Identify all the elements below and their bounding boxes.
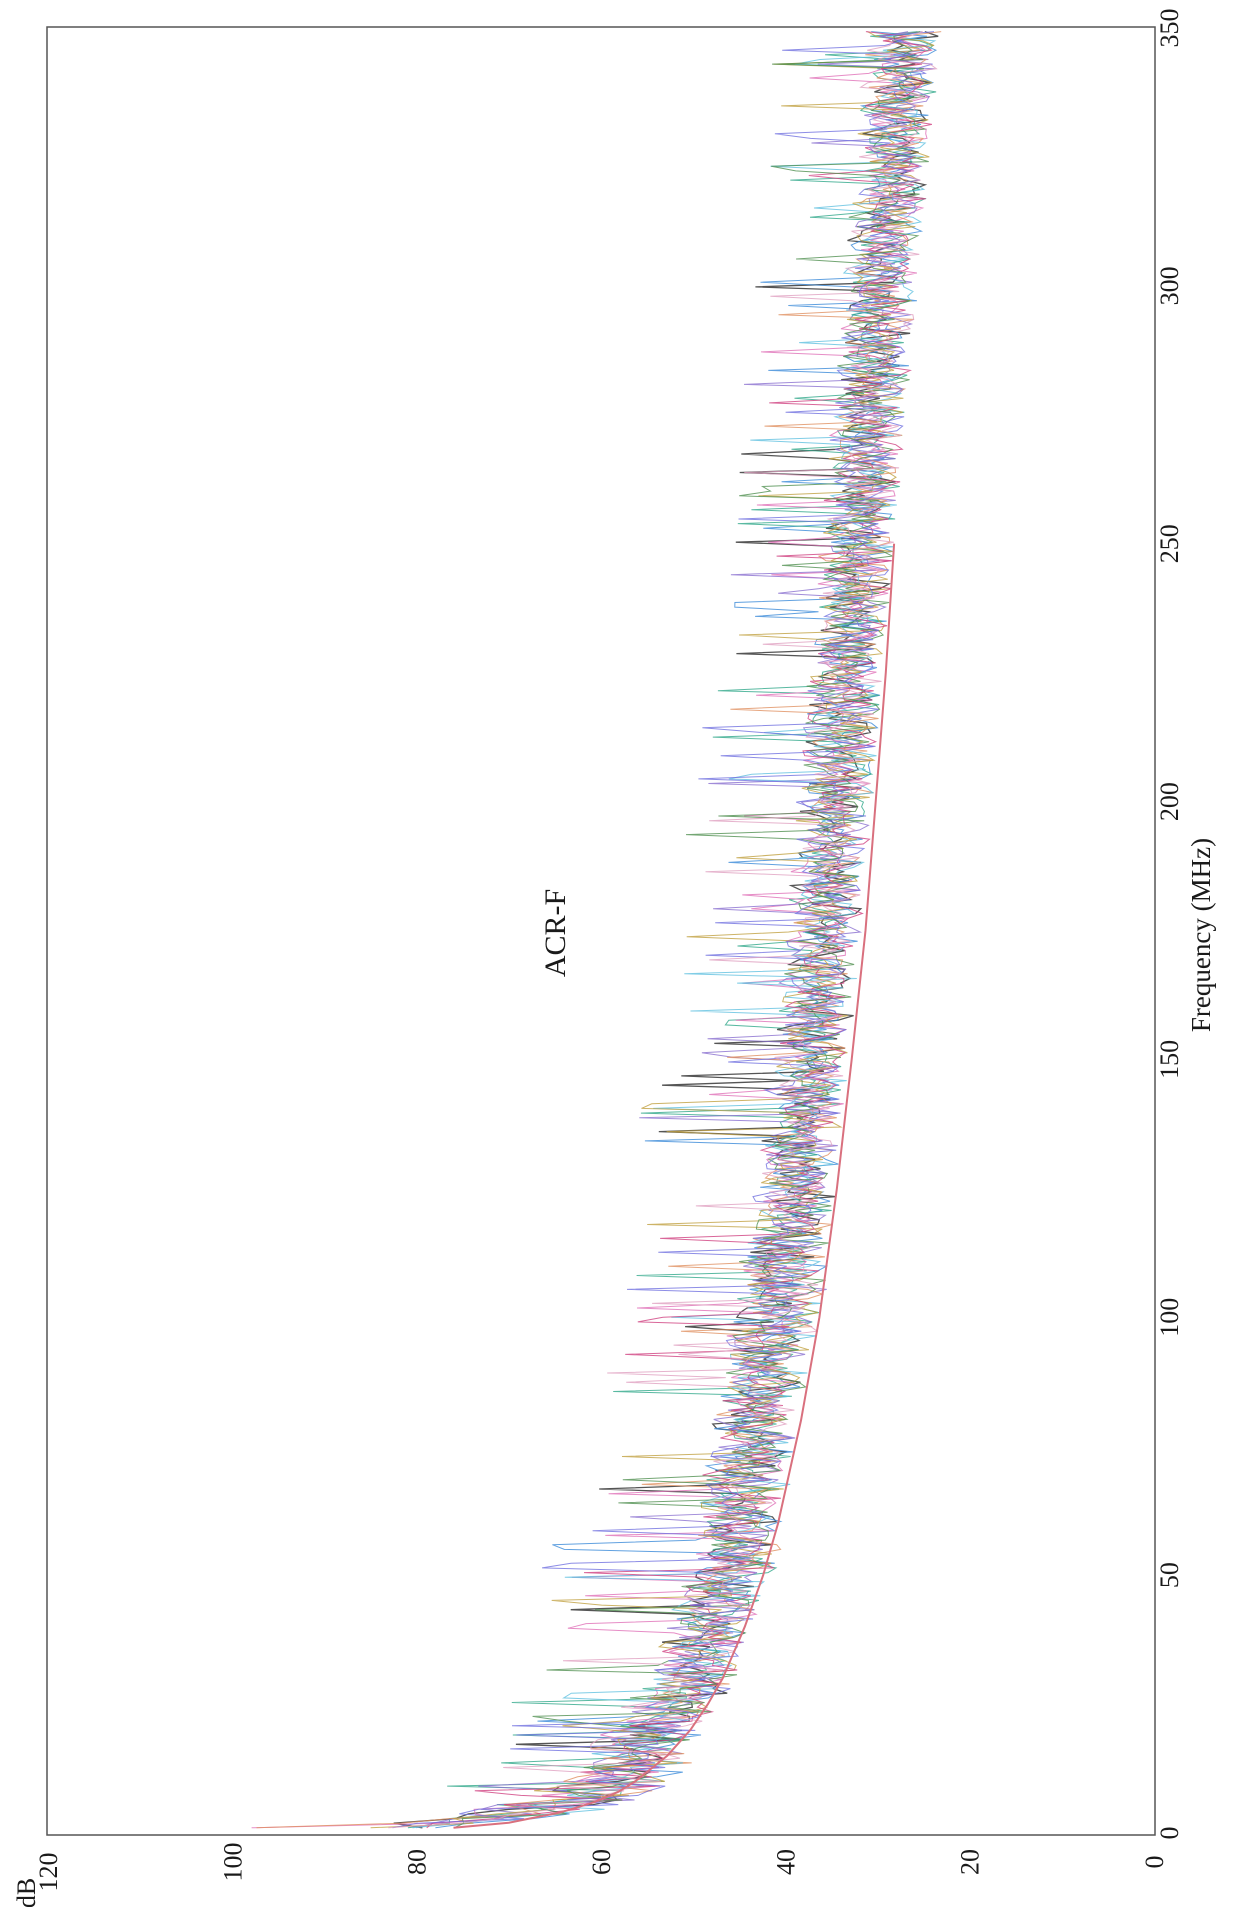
- chart-title: ACR-F: [539, 889, 572, 977]
- x-tick-label: 0: [1155, 1827, 1184, 1840]
- measured-trace: [426, 31, 933, 1829]
- y-tick-label: 40: [771, 1849, 800, 1875]
- measured-traces: [251, 30, 942, 1829]
- x-tick-label: 200: [1155, 782, 1184, 821]
- x-axis-ticks: 0 50 100 150 200 250 300 350: [1155, 9, 1184, 1840]
- y-tick-label: 0: [1140, 1856, 1169, 1869]
- x-axis-title: Frequency (MHz): [1186, 838, 1216, 1032]
- measured-trace: [256, 31, 942, 1829]
- x-tick-label: 350: [1155, 9, 1184, 48]
- y-tick-label: 100: [218, 1843, 247, 1882]
- measured-trace: [392, 31, 935, 1829]
- y-tick-label: 80: [403, 1849, 432, 1875]
- y-axis-ticks: 0 20 40 60 80 100 120: [34, 1843, 1169, 1892]
- y-tick-label: 120: [34, 1853, 63, 1892]
- x-tick-label: 50: [1155, 1562, 1184, 1588]
- measured-trace: [453, 31, 929, 1829]
- limit-line: [453, 543, 896, 1829]
- measured-trace: [407, 31, 937, 1829]
- measured-trace: [370, 31, 935, 1829]
- x-tick-label: 250: [1155, 524, 1184, 563]
- plot-frame: [46, 26, 1156, 1836]
- measured-trace: [416, 31, 935, 1829]
- x-tick-label: 100: [1155, 1298, 1184, 1337]
- x-tick-label: 300: [1155, 266, 1184, 305]
- y-tick-label: 60: [587, 1849, 616, 1875]
- y-tick-label: 20: [956, 1849, 985, 1875]
- plot-area: [46, 26, 1156, 1836]
- measured-trace: [388, 31, 938, 1829]
- x-tick-label: 150: [1155, 1040, 1184, 1079]
- measured-trace: [393, 30, 939, 1829]
- y-axis-unit-label: dB: [12, 1878, 41, 1907]
